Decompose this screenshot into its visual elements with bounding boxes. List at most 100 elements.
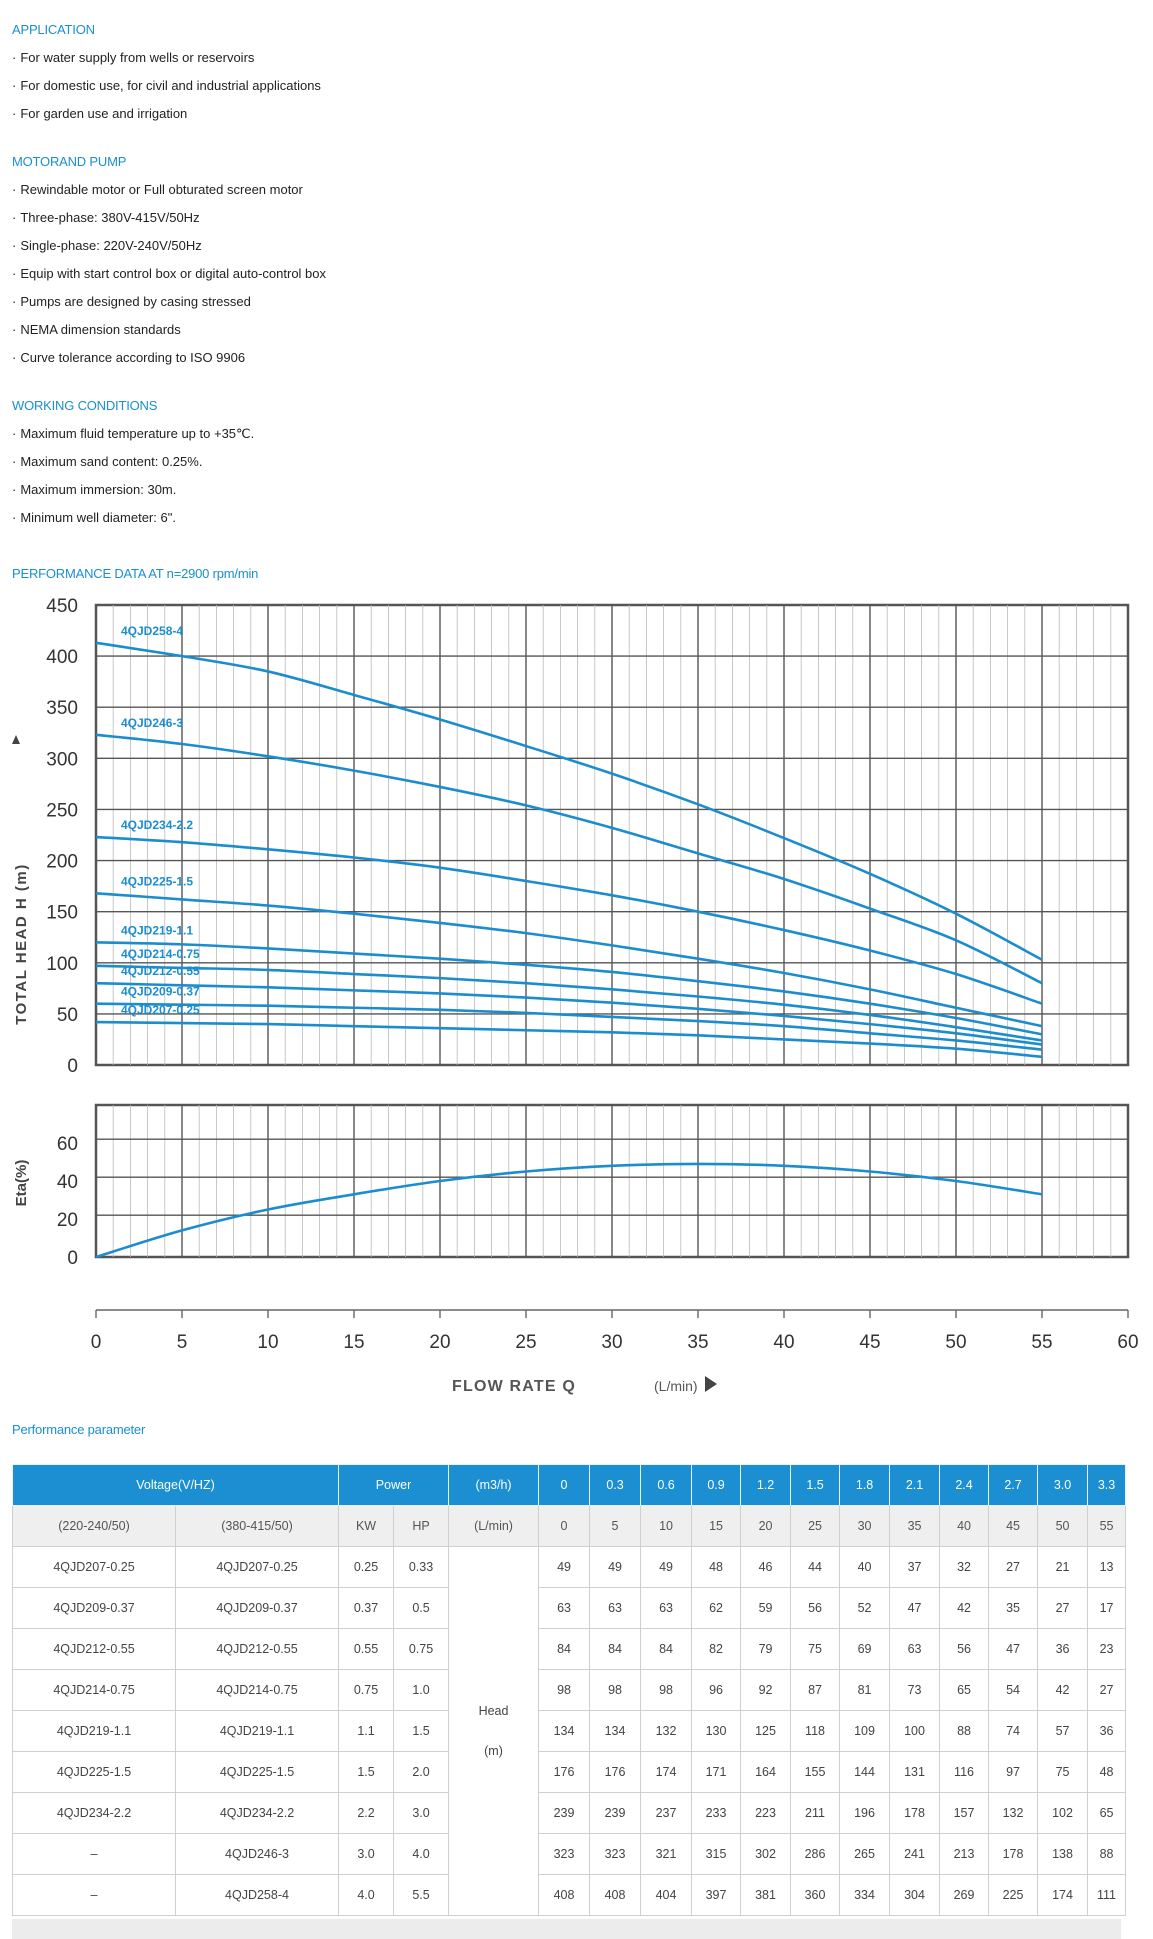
x-axis-tick-label: 55: [1031, 1332, 1052, 1353]
head-value-cell: 174: [640, 1751, 693, 1793]
head-curve-label: 4QJD207-0.25: [121, 1003, 200, 1017]
head-chart-series-labels: 4QJD258-4 4QJD246-3 4QJD234-2.2 4QJD225-1.5…: [121, 624, 200, 1017]
head-value-cell: 63: [889, 1628, 941, 1670]
head-value-cell: 87: [790, 1669, 841, 1711]
head-value-cell: 92: [740, 1669, 792, 1711]
head-value-cell: 134: [538, 1710, 591, 1752]
head-value-cell: 334: [839, 1874, 891, 1916]
table-row: 4QJD212-0.55 4QJD212-0.55 0.55 0.75 84 84 84 82…: [12, 1628, 1127, 1670]
head-value-cell: 27: [988, 1546, 1039, 1588]
kw-header: KW: [338, 1505, 395, 1547]
performance-table: Voltage(V/HZ) Power (m3/h) 0 0.3 0.6 0.9 1.2 1.5…: [11, 1464, 1127, 1916]
head-value-cell: 269: [939, 1874, 990, 1916]
three-phase-model: 4QJD234-2.2: [174, 1792, 340, 1834]
head-value-cell: 239: [589, 1792, 642, 1834]
head-value-cell: 381: [740, 1874, 792, 1916]
head-value-cell: 176: [589, 1751, 642, 1793]
section-item-application: For water supply from wells or reservoir…: [12, 50, 254, 65]
single-phase-model: 4QJD212-0.55: [12, 1628, 176, 1670]
three-phase-model: 4QJD246-3: [174, 1833, 340, 1875]
lmin-header-cell: 0: [538, 1505, 591, 1547]
x-axis-tick-label: 20: [429, 1332, 450, 1353]
lmin-header-cell: 45: [988, 1505, 1039, 1547]
flow-header-cell: 0.9: [691, 1464, 742, 1506]
flow-header-cell: 1.2: [740, 1464, 792, 1506]
head-y-tick-label: 150: [46, 903, 78, 924]
lmin-header-cell: 15: [691, 1505, 742, 1547]
head-value-cell: 102: [1037, 1792, 1089, 1834]
hp-value: 0.33: [393, 1546, 450, 1588]
head-y-tick-label: 200: [46, 852, 78, 873]
head-value-cell: 323: [538, 1833, 591, 1875]
head-y-tick-label: 450: [46, 596, 78, 617]
kw-value: 3.0: [338, 1833, 395, 1875]
head-value-cell: 213: [939, 1833, 990, 1875]
head-value-cell: 49: [538, 1546, 591, 1588]
eta-chart-grid: [94, 1103, 1130, 1259]
single-phase-header: (220-240/50): [12, 1505, 176, 1547]
head-value-cell: 48: [1087, 1751, 1127, 1793]
head-y-tick-label: 300: [46, 749, 78, 770]
head-value-cell: 48: [691, 1546, 742, 1588]
eta-y-tick-label: 20: [57, 1210, 78, 1231]
hp-value: 1.0: [393, 1669, 450, 1711]
head-y-tick-label: 0: [67, 1056, 78, 1077]
head-value-cell: 225: [988, 1874, 1039, 1916]
head-value-cell: 178: [889, 1792, 941, 1834]
head-value-cell: 36: [1037, 1628, 1089, 1670]
head-value-cell: 27: [1087, 1669, 1127, 1711]
head-value-cell: 35: [988, 1587, 1039, 1629]
head-value-cell: 57: [1037, 1710, 1089, 1752]
head-y-tick-label: 50: [57, 1005, 78, 1026]
head-value-cell: 196: [839, 1792, 891, 1834]
param-title: Performance parameter: [12, 1422, 146, 1437]
y-axis-arrow-icon: [12, 735, 20, 744]
eta-chart-y-ticks: 0 20 40 60: [57, 1134, 78, 1269]
x-axis-tick-label: 15: [343, 1332, 364, 1353]
head-value-cell: 98: [589, 1669, 642, 1711]
head-chart-curves: [95, 641, 1043, 1059]
head-value-cell: 32: [939, 1546, 990, 1588]
head-value-cell: 49: [640, 1546, 693, 1588]
head-label: Head: [478, 1704, 509, 1718]
lmin-unit-header: (L/min): [448, 1505, 540, 1547]
head-value-cell: 69: [839, 1628, 891, 1670]
head-y-tick-label: 250: [46, 800, 78, 821]
table-row: 4QJD209-0.37 4QJD209-0.37 0.37 0.5 63 63 63 62 5…: [12, 1587, 1127, 1629]
hp-header: HP: [393, 1505, 450, 1547]
three-phase-model: 4QJD225-1.5: [174, 1751, 340, 1793]
head-value-cell: 82: [691, 1628, 742, 1670]
three-phase-model: 4QJD214-0.75: [174, 1669, 340, 1711]
head-value-cell: 96: [691, 1669, 742, 1711]
head-value-cell: 233: [691, 1792, 742, 1834]
section-item-motor: Equip with start control box or digital …: [12, 266, 326, 281]
head-y-tick-label: 350: [46, 698, 78, 719]
single-phase-model: 4QJD225-1.5: [12, 1751, 176, 1793]
x-axis-tick-label: 0: [91, 1332, 102, 1353]
head-value-cell: 144: [839, 1751, 891, 1793]
head-value-cell: 42: [1037, 1669, 1089, 1711]
head-unit-cell: Head (m): [448, 1546, 540, 1916]
kw-value: 0.75: [338, 1669, 395, 1711]
x-axis-unit: (L/min): [654, 1378, 698, 1394]
kw-value: 2.2: [338, 1792, 395, 1834]
head-curve: [95, 641, 1043, 961]
head-value-cell: 73: [889, 1669, 941, 1711]
head-value-cell: 239: [538, 1792, 591, 1834]
head-value-cell: 178: [988, 1833, 1039, 1875]
head-value-cell: 49: [589, 1546, 642, 1588]
head-value-cell: 23: [1087, 1628, 1127, 1670]
head-value-cell: 223: [740, 1792, 792, 1834]
head-value-cell: 65: [1087, 1792, 1127, 1834]
head-curve-label: 4QJD219-1.1: [121, 923, 193, 937]
section-item-motor: NEMA dimension standards: [12, 322, 180, 337]
single-phase-model: 4QJD234-2.2: [12, 1792, 176, 1834]
head-value-cell: 132: [640, 1710, 693, 1752]
x-axis-tick-label: 45: [859, 1332, 880, 1353]
head-value-cell: 211: [790, 1792, 841, 1834]
head-value-cell: 134: [589, 1710, 642, 1752]
head-value-cell: 404: [640, 1874, 693, 1916]
lmin-header-cell: 10: [640, 1505, 693, 1547]
section-item-motor: Curve tolerance according to ISO 9906: [12, 350, 245, 365]
head-y-tick-label: 400: [46, 647, 78, 668]
